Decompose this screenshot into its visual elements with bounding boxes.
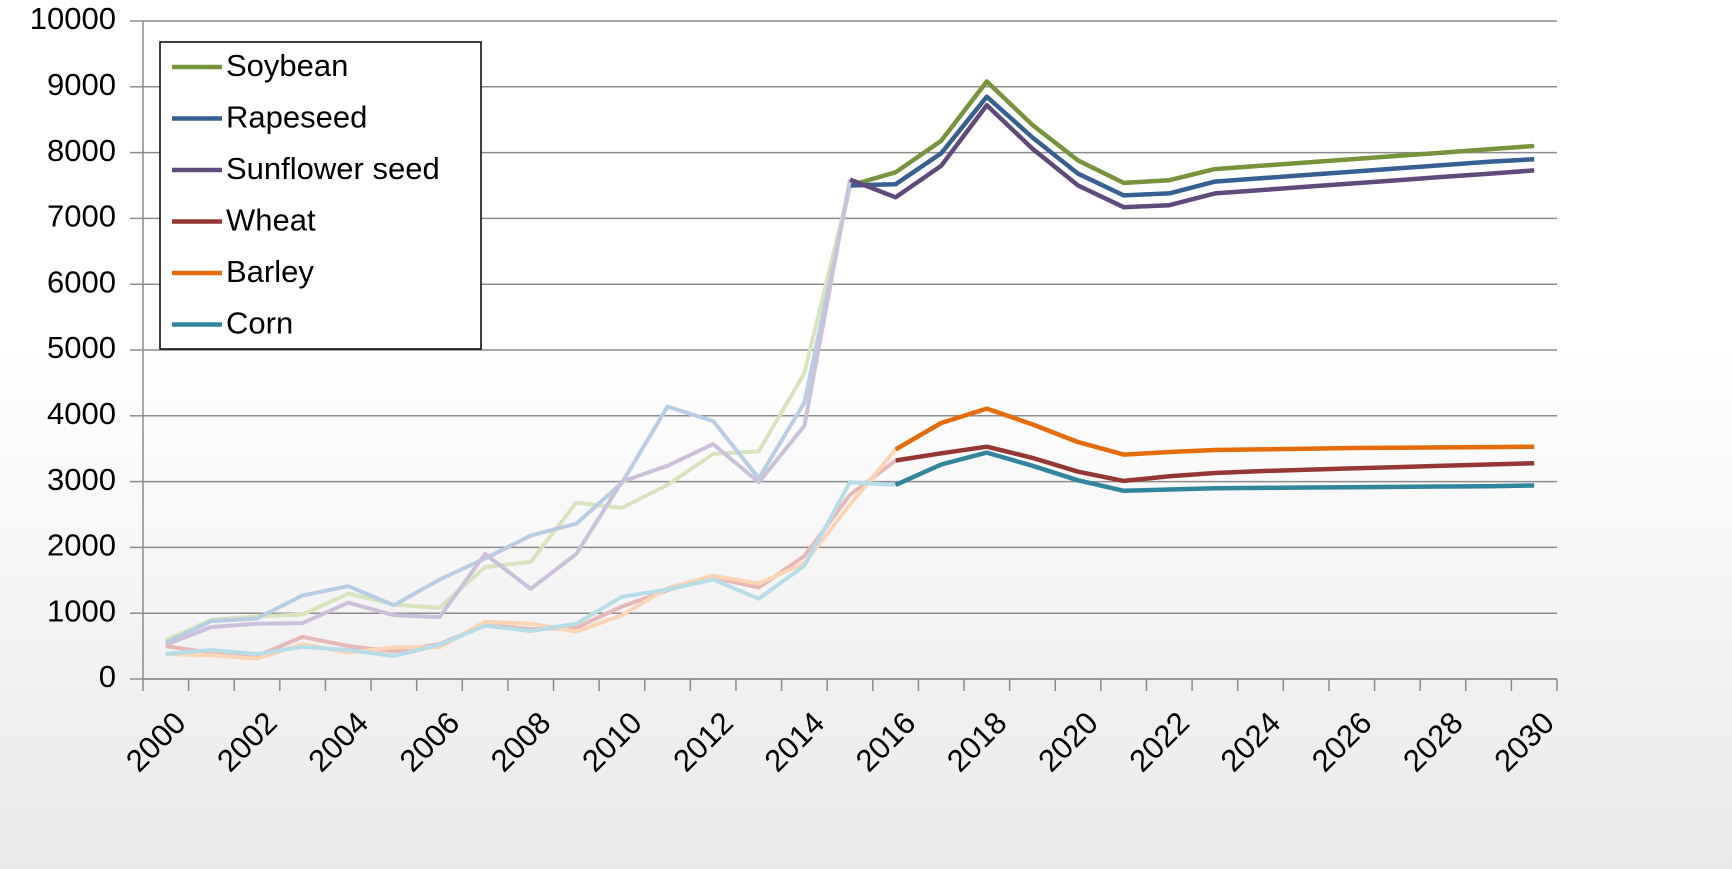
y-tick-label: 8000: [47, 133, 116, 168]
legend-label: Wheat: [226, 203, 316, 238]
legend-label: Barley: [226, 254, 314, 289]
y-tick-label: 9000: [47, 67, 116, 102]
projection-line: [849, 79, 1535, 188]
projection-line: [849, 94, 1535, 198]
y-tick-label: 6000: [47, 264, 116, 299]
projection-line: [894, 406, 1535, 457]
y-tick-label: 2000: [47, 528, 116, 563]
y-tick-label: 10000: [30, 1, 116, 36]
projection-line: [849, 102, 1535, 210]
history-line: [164, 185, 852, 645]
history-line: [165, 179, 852, 647]
legend-box: [159, 41, 482, 350]
y-tick-label: 1000: [47, 593, 116, 628]
y-tick-label: 4000: [47, 396, 116, 431]
legend-label: Sunflower seed: [226, 151, 440, 186]
y-tick-label: 7000: [47, 199, 116, 234]
y-tick-label: 5000: [47, 330, 116, 365]
projection-line: [895, 444, 1535, 484]
projection-line: [894, 450, 1535, 494]
y-tick-label: 0: [99, 659, 116, 694]
legend: Soybean Rapeseed Sunflower seed Wheat Barley…: [159, 41, 482, 350]
history-line: [165, 480, 896, 658]
legend-label: Rapeseed: [226, 100, 367, 135]
legend-label: Corn: [226, 306, 293, 341]
legend-label: Soybean: [226, 48, 348, 83]
y-tick-label: 3000: [47, 462, 116, 497]
